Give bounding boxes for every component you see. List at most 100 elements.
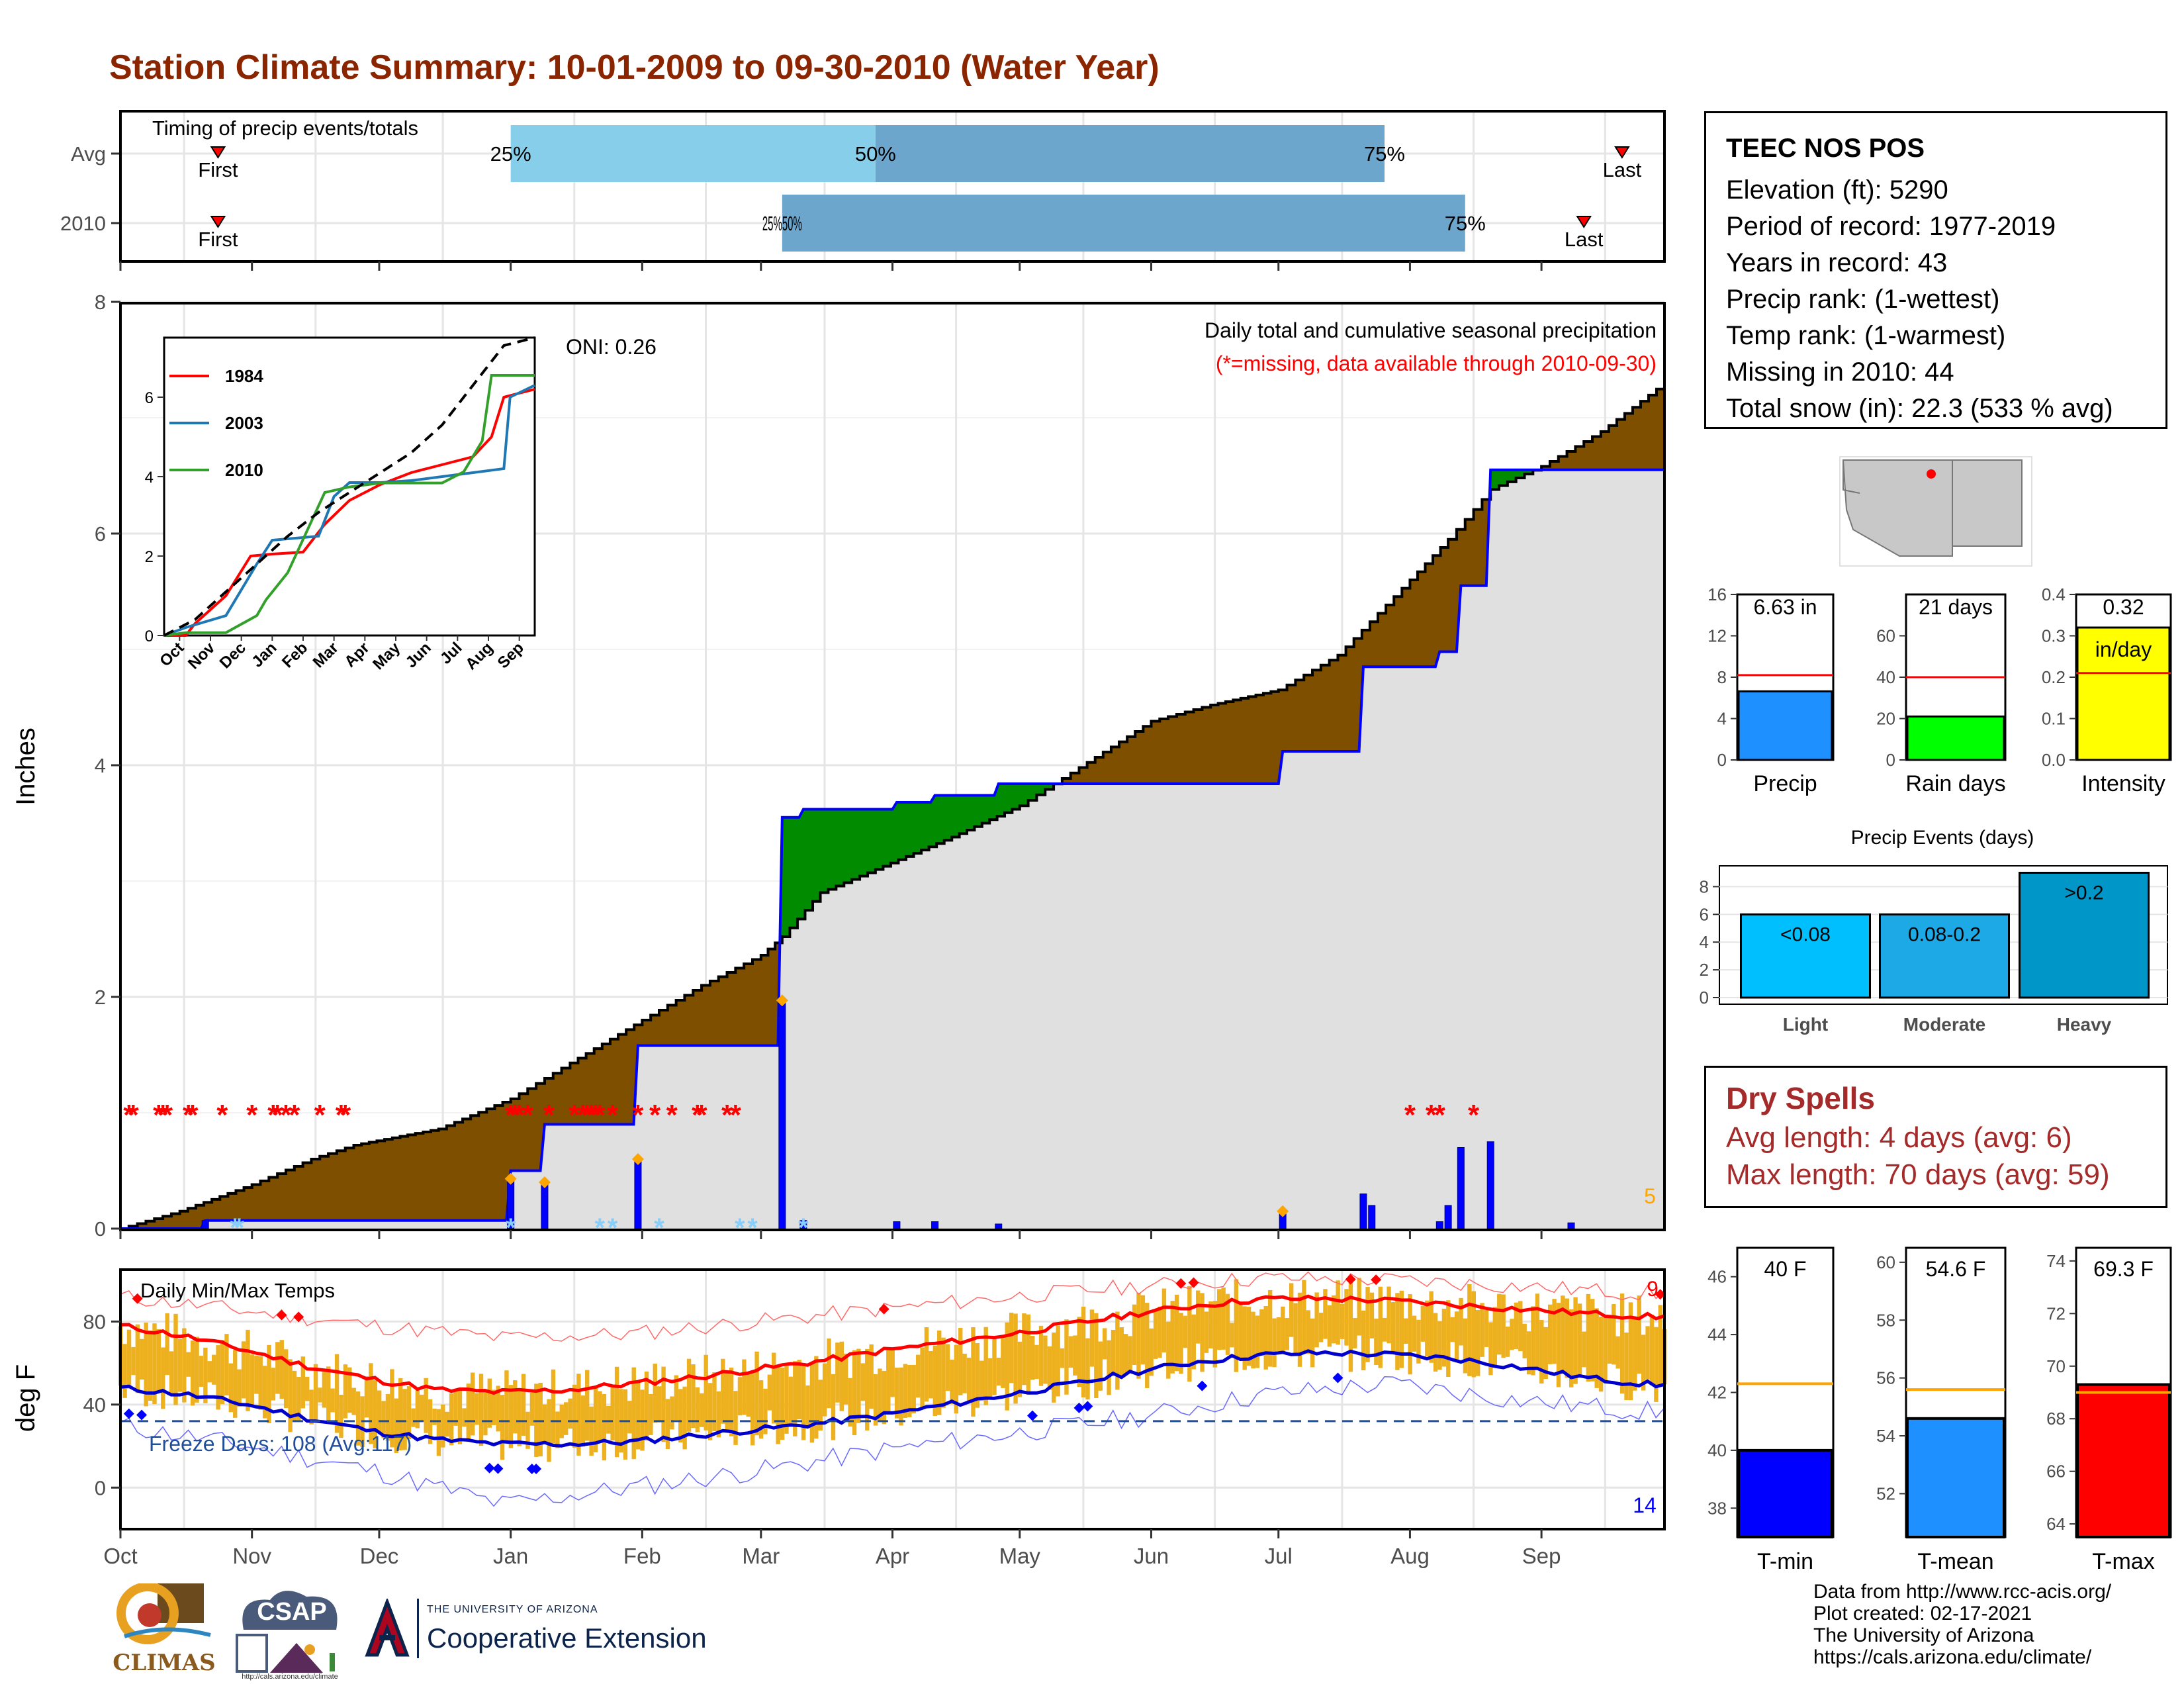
temp-daily-bar [385, 1393, 390, 1441]
temp-daily-bar [1501, 1294, 1506, 1358]
temp-daily-bar [1174, 1294, 1179, 1372]
temp-record-high-marker [1345, 1274, 1356, 1285]
temp-daily-bar [475, 1393, 479, 1425]
precip-missing-marker: * [692, 1099, 704, 1131]
temp-daily-bar [470, 1372, 475, 1436]
dry-spells-box: Dry Spells Avg length: 4 days (avg: 6) M… [1704, 1066, 2167, 1208]
precip-daily-bar [1359, 1194, 1367, 1231]
temp-daily-bar [814, 1356, 819, 1439]
precip-missing-marker: * [510, 1099, 522, 1131]
temp-daily-bar [1145, 1303, 1150, 1388]
temp-daily-bar [827, 1338, 831, 1409]
temp-daily-bar [831, 1374, 836, 1440]
temp-daily-bar [478, 1374, 484, 1446]
temp-daily-bar [1281, 1306, 1285, 1354]
temp-record-high-line [120, 1271, 1665, 1342]
station-info-box: TEEC NOS POS Elevation (ft): 5290 Period… [1704, 111, 2167, 429]
temp-daily-bar [436, 1409, 441, 1456]
season-temp-ytick-label: 46 [1707, 1267, 1727, 1287]
temp-daily-bar [500, 1395, 505, 1460]
temp-daily-bar [1633, 1317, 1637, 1391]
precip-snow-marker: * [654, 1213, 664, 1243]
temp-daily-bar [555, 1411, 560, 1448]
temp-daily-bar [1594, 1308, 1599, 1388]
temp-daily-bar [1077, 1317, 1081, 1387]
precip-missing-marker: * [128, 1099, 140, 1131]
temp-daily-bar [593, 1387, 598, 1453]
month-axis-label: Apr [876, 1544, 909, 1568]
temp-daily-bar [1102, 1328, 1107, 1360]
temp-record-high-marker [1188, 1277, 1199, 1288]
temp-daily-bar [466, 1383, 471, 1442]
temp-daily-bar [695, 1387, 700, 1432]
temp-avg-max-line [120, 1294, 1665, 1395]
inset-legend-label: 2003 [225, 413, 263, 433]
temp-daily-bar [538, 1382, 543, 1457]
temp-daily-bar [420, 1394, 424, 1422]
season-temp-bar [1906, 1417, 2005, 1539]
temp-daily-bar [305, 1376, 310, 1401]
temp-daily-bar [330, 1388, 335, 1413]
map-border-west [1843, 460, 1860, 494]
temp-daily-bar [148, 1331, 153, 1401]
temp-daily-bar [1030, 1336, 1035, 1380]
temp-daily-bar [424, 1378, 428, 1433]
temp-daily-bar [1454, 1311, 1459, 1363]
precip-snow-marker: * [230, 1213, 240, 1243]
temp-daily-bar [1637, 1295, 1641, 1374]
temp-daily-bar [852, 1350, 857, 1436]
temp-daily-bar [377, 1390, 382, 1433]
temp-daily-bar [559, 1404, 564, 1438]
temp-daily-bar [1573, 1297, 1578, 1384]
precip-daily-bar [201, 1220, 209, 1231]
precip-daily-bar [1457, 1147, 1465, 1231]
precip-chart-title: Daily total and cumulative seasonal prec… [1205, 318, 1657, 342]
temp-daily-bar [496, 1385, 500, 1432]
temp-daily-bar [283, 1349, 289, 1409]
temp-daily-bar [971, 1327, 976, 1417]
temp-record-low-marker [1073, 1402, 1085, 1413]
temp-daily-bar [996, 1358, 1001, 1386]
temp-daily-bar [1166, 1321, 1171, 1379]
season-temp-value-label: 54.6 F [1926, 1257, 1986, 1281]
temp-daily-bar [1073, 1335, 1077, 1376]
temp-daily-bar [1378, 1286, 1383, 1368]
temp-high-count: 9 [1647, 1277, 1659, 1301]
inset-ytick-label: 6 [145, 389, 154, 407]
temp-daily-bar [1115, 1311, 1120, 1390]
events-ytick-label: 6 [1700, 904, 1709, 924]
temp-daily-bar [207, 1361, 212, 1383]
season-temp-ytick-label: 68 [2046, 1409, 2066, 1429]
precip-snow-marker: * [608, 1213, 618, 1243]
temp-daily-bar [797, 1360, 801, 1420]
temp-daily-bar [1183, 1315, 1188, 1348]
ua-cooperative-extension-logo: THE UNIVERSITY OF ARIZONA Cooperative Ex… [361, 1597, 758, 1665]
month-axis-label: Dec [360, 1544, 399, 1568]
temp-daily-bar [1446, 1300, 1451, 1378]
temp-daily-bar [1641, 1335, 1646, 1391]
events-chart-title: Precip Events (days) [1851, 827, 2034, 849]
temp-daily-bar [1510, 1319, 1514, 1350]
temp-daily-bar [780, 1368, 785, 1440]
inset-legend-label: 2010 [225, 460, 263, 480]
temp-daily-bar [758, 1380, 764, 1439]
temp-daily-bar [483, 1391, 488, 1436]
dry-spells-title: Dry Spells [1726, 1081, 1875, 1115]
season-temp-ytick-label: 40 [1707, 1440, 1727, 1460]
temp-daily-bar [300, 1356, 306, 1409]
temp-daily-bar [1365, 1287, 1370, 1362]
precip-missing-marker: * [522, 1099, 534, 1131]
temp-daily-bar [1361, 1310, 1366, 1371]
temp-record-low-marker [484, 1462, 495, 1474]
temp-daily-bar [716, 1391, 721, 1438]
temp-daily-bar [1047, 1346, 1052, 1390]
precip-daily-bar [634, 1158, 642, 1231]
month-axis-label: Jun [1134, 1544, 1169, 1568]
season-precip-value-label: 21 days [1919, 595, 1993, 619]
temp-daily-bar [1612, 1304, 1616, 1365]
temp-daily-bar [339, 1394, 343, 1438]
temp-daily-bar [1302, 1280, 1306, 1352]
season-precip-ytick-label: 12 [1707, 626, 1727, 646]
temp-daily-bar [1484, 1310, 1489, 1347]
temp-daily-bar [678, 1389, 683, 1443]
